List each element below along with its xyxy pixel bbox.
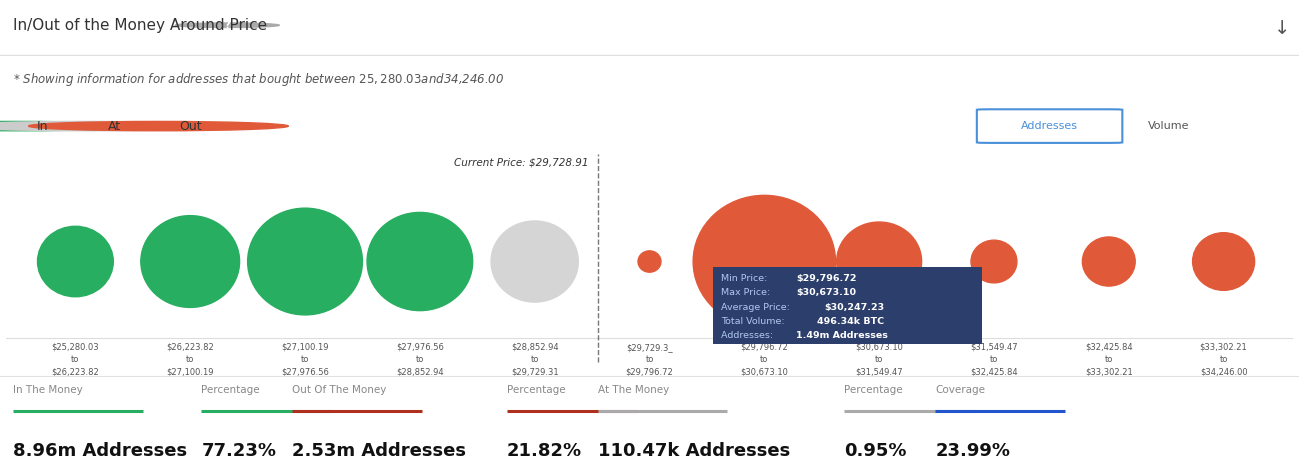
Text: Total Volume:: Total Volume: [721, 317, 787, 325]
Text: $27,100.19
to
$27,976.56: $27,100.19 to $27,976.56 [281, 343, 329, 377]
Text: 496.34k BTC: 496.34k BTC [817, 317, 885, 325]
Text: Percentage: Percentage [201, 385, 260, 395]
Circle shape [175, 23, 279, 28]
Text: In: In [36, 120, 48, 133]
Text: $33,302.21
to
$34,246.00: $33,302.21 to $34,246.00 [1200, 343, 1247, 377]
Text: 1.49m Addresses: 1.49m Addresses [796, 331, 889, 340]
Text: In/Out of the Money Around Price: In/Out of the Money Around Price [13, 18, 268, 33]
Text: At: At [108, 120, 121, 133]
Text: Out Of The Money: Out Of The Money [292, 385, 387, 395]
Text: Addresses:: Addresses: [721, 331, 776, 340]
Text: 21.82%: 21.82% [507, 441, 582, 460]
Circle shape [638, 251, 661, 272]
Text: $32,425.84
to
$33,302.21: $32,425.84 to $33,302.21 [1085, 343, 1133, 377]
Text: Volume: Volume [1148, 121, 1190, 131]
Text: $26,223.82
to
$27,100.19: $26,223.82 to $27,100.19 [166, 343, 214, 377]
Text: $29,729.3_
to
$29,796.72: $29,729.3_ to $29,796.72 [626, 343, 673, 377]
Circle shape [140, 216, 239, 307]
Text: ?: ? [225, 20, 230, 30]
Circle shape [29, 121, 288, 131]
Text: Current Price: $29,728.91: Current Price: $29,728.91 [455, 158, 588, 168]
Text: Addresses: Addresses [1021, 121, 1078, 131]
Text: Out: Out [179, 120, 201, 133]
Circle shape [970, 240, 1017, 283]
Text: 2.53m Addresses: 2.53m Addresses [292, 441, 466, 460]
Text: In The Money: In The Money [13, 385, 83, 395]
Circle shape [491, 221, 578, 302]
Text: 23.99%: 23.99% [935, 441, 1011, 460]
Text: Min Price:: Min Price: [721, 274, 770, 283]
Text: 8.96m Addresses: 8.96m Addresses [13, 441, 187, 460]
Text: $30,247.23: $30,247.23 [824, 303, 885, 311]
Circle shape [0, 121, 145, 131]
Text: $29,796.72
to
$30,673.10: $29,796.72 to $30,673.10 [740, 343, 788, 377]
Text: 0.95%: 0.95% [844, 441, 907, 460]
Text: $25,280.03
to
$26,223.82: $25,280.03 to $26,223.82 [52, 343, 99, 377]
Circle shape [1082, 237, 1135, 286]
FancyBboxPatch shape [713, 267, 982, 344]
Circle shape [368, 212, 473, 311]
Text: * Showing information for addresses that bought between $25,280.03 and $34,246.0: * Showing information for addresses that… [13, 71, 504, 88]
Text: $30,673.10: $30,673.10 [796, 289, 856, 297]
FancyBboxPatch shape [977, 109, 1122, 143]
Text: At The Money: At The Money [598, 385, 669, 395]
Circle shape [38, 226, 113, 297]
Text: $28,852.94
to
$29,729.31: $28,852.94 to $29,729.31 [511, 343, 559, 377]
Text: $30,673.10
to
$31,549.47: $30,673.10 to $31,549.47 [855, 343, 903, 377]
Circle shape [1192, 233, 1255, 290]
Circle shape [248, 208, 362, 315]
Circle shape [694, 195, 835, 328]
Text: 77.23%: 77.23% [201, 441, 277, 460]
Text: 110.47k Addresses: 110.47k Addresses [598, 441, 790, 460]
Circle shape [837, 222, 921, 301]
Text: ↓: ↓ [1273, 19, 1290, 37]
Text: Average Price:: Average Price: [721, 303, 792, 311]
Text: $27,976.56
to
$28,852.94: $27,976.56 to $28,852.94 [396, 343, 444, 377]
Text: Percentage: Percentage [844, 385, 903, 395]
Text: Max Price:: Max Price: [721, 289, 773, 297]
Text: Percentage: Percentage [507, 385, 565, 395]
Circle shape [0, 121, 217, 131]
Text: $31,549.47
to
$32,425.84: $31,549.47 to $32,425.84 [970, 343, 1018, 377]
Text: $29,796.72: $29,796.72 [796, 274, 857, 283]
Text: Coverage: Coverage [935, 385, 985, 395]
